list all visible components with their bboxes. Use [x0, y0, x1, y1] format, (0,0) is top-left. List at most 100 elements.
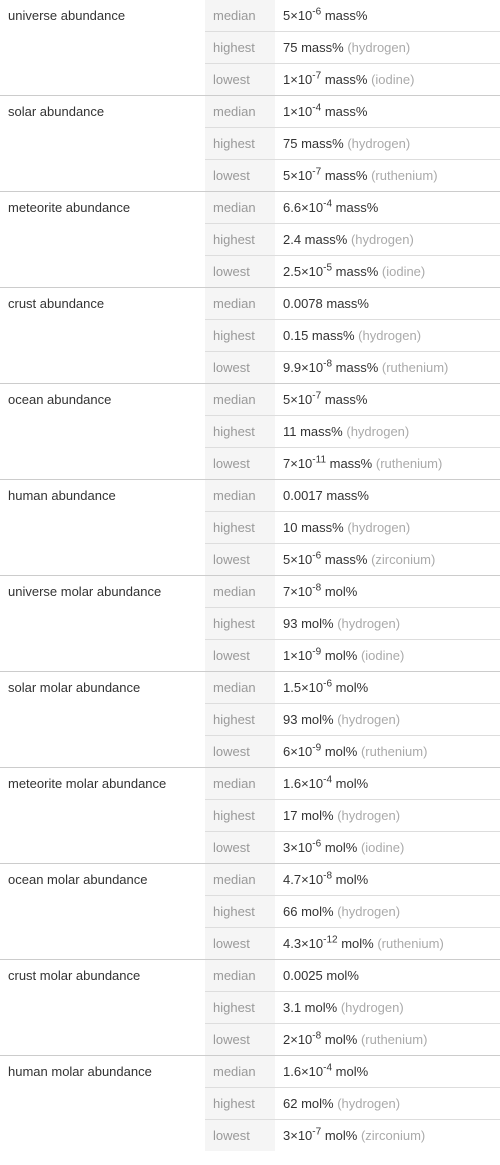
element-label: (hydrogen) [347, 40, 410, 55]
element-label: (iodine) [371, 72, 414, 87]
value-cell: 3×10-7 mol% (zirconium) [275, 1120, 500, 1152]
value-cell: 2.4 mass% (hydrogen) [275, 224, 500, 256]
table-row: human molar abundancemedian1.6×10-4 mol% [0, 1056, 500, 1088]
value-cell: 6.6×10-4 mass% [275, 192, 500, 224]
stat-label: lowest [205, 736, 275, 768]
value-cell: 5×10-7 mass% (ruthenium) [275, 160, 500, 192]
element-label: (hydrogen) [341, 1000, 404, 1015]
value-text: 66 mol% [283, 904, 334, 919]
table-row: human abundancemedian0.0017 mass% [0, 480, 500, 512]
table-row: universe abundancemedian5×10-6 mass% [0, 0, 500, 32]
stat-label: highest [205, 608, 275, 640]
value-cell: 9.9×10-8 mass% (ruthenium) [275, 352, 500, 384]
element-label: (hydrogen) [337, 1096, 400, 1111]
table-row: meteorite abundancemedian6.6×10-4 mass% [0, 192, 500, 224]
value-text: 6×10-9 mol% [283, 744, 357, 759]
value-cell: 4.7×10-8 mol% [275, 864, 500, 896]
stat-label: median [205, 576, 275, 608]
stat-label: median [205, 480, 275, 512]
group-label: universe molar abundance [0, 576, 205, 672]
group-label: crust abundance [0, 288, 205, 384]
element-label: (hydrogen) [347, 136, 410, 151]
stat-label: highest [205, 704, 275, 736]
stat-label: highest [205, 1088, 275, 1120]
value-cell: 1.5×10-6 mol% [275, 672, 500, 704]
stat-label: highest [205, 128, 275, 160]
stat-label: median [205, 672, 275, 704]
element-label: (ruthenium) [377, 936, 443, 951]
element-label: (ruthenium) [376, 456, 442, 471]
stat-label: lowest [205, 1024, 275, 1056]
value-text: 5×10-7 mass% [283, 392, 367, 407]
value-text: 0.0078 mass% [283, 296, 369, 311]
value-cell: 17 mol% (hydrogen) [275, 800, 500, 832]
value-cell: 0.0017 mass% [275, 480, 500, 512]
stat-label: lowest [205, 160, 275, 192]
value-text: 1.6×10-4 mol% [283, 776, 368, 791]
table-row: solar molar abundancemedian1.5×10-6 mol% [0, 672, 500, 704]
value-text: 5×10-6 mass% [283, 8, 367, 23]
value-cell: 0.0078 mass% [275, 288, 500, 320]
element-label: (zirconium) [371, 552, 435, 567]
table-row: universe molar abundancemedian7×10-8 mol… [0, 576, 500, 608]
value-text: 1×10-9 mol% [283, 648, 357, 663]
value-cell: 1.6×10-4 mol% [275, 1056, 500, 1088]
stat-label: median [205, 960, 275, 992]
table-row: crust molar abundancemedian0.0025 mol% [0, 960, 500, 992]
value-cell: 1.6×10-4 mol% [275, 768, 500, 800]
value-text: 9.9×10-8 mass% [283, 360, 378, 375]
value-text: 0.0017 mass% [283, 488, 369, 503]
stat-label: highest [205, 992, 275, 1024]
value-cell: 5×10-6 mass% [275, 0, 500, 32]
stat-label: median [205, 0, 275, 32]
value-cell: 0.15 mass% (hydrogen) [275, 320, 500, 352]
stat-label: lowest [205, 832, 275, 864]
element-label: (hydrogen) [337, 904, 400, 919]
element-label: (iodine) [382, 264, 425, 279]
value-text: 62 mol% [283, 1096, 334, 1111]
value-cell: 1×10-9 mol% (iodine) [275, 640, 500, 672]
stat-label: median [205, 768, 275, 800]
value-cell: 1×10-4 mass% [275, 96, 500, 128]
element-label: (zirconium) [361, 1128, 425, 1143]
element-label: (hydrogen) [337, 616, 400, 631]
group-label: meteorite molar abundance [0, 768, 205, 864]
value-text: 75 mass% [283, 136, 344, 151]
value-text: 10 mass% [283, 520, 344, 535]
table-row: solar abundancemedian1×10-4 mass% [0, 96, 500, 128]
value-text: 75 mass% [283, 40, 344, 55]
element-label: (iodine) [361, 840, 404, 855]
element-label: (ruthenium) [371, 168, 437, 183]
stat-label: lowest [205, 352, 275, 384]
element-label: (ruthenium) [361, 744, 427, 759]
stat-label: highest [205, 224, 275, 256]
element-label: (hydrogen) [358, 328, 421, 343]
group-label: solar molar abundance [0, 672, 205, 768]
value-text: 7×10-8 mol% [283, 584, 357, 599]
value-cell: 3×10-6 mol% (iodine) [275, 832, 500, 864]
value-cell: 10 mass% (hydrogen) [275, 512, 500, 544]
value-cell: 2×10-8 mol% (ruthenium) [275, 1024, 500, 1056]
value-text: 2.4 mass% [283, 232, 347, 247]
value-text: 1.5×10-6 mol% [283, 680, 368, 695]
table-body: universe abundancemedian5×10-6 mass%high… [0, 0, 500, 1151]
group-label: crust molar abundance [0, 960, 205, 1056]
stat-label: lowest [205, 544, 275, 576]
table-row: ocean abundancemedian5×10-7 mass% [0, 384, 500, 416]
value-text: 3×10-6 mol% [283, 840, 357, 855]
group-label: meteorite abundance [0, 192, 205, 288]
value-text: 1×10-7 mass% [283, 72, 367, 87]
value-cell: 66 mol% (hydrogen) [275, 896, 500, 928]
element-label: (hydrogen) [337, 712, 400, 727]
value-cell: 93 mol% (hydrogen) [275, 608, 500, 640]
group-label: human molar abundance [0, 1056, 205, 1152]
value-cell: 6×10-9 mol% (ruthenium) [275, 736, 500, 768]
value-text: 5×10-7 mass% [283, 168, 367, 183]
value-cell: 7×10-11 mass% (ruthenium) [275, 448, 500, 480]
element-label: (ruthenium) [361, 1032, 427, 1047]
value-text: 93 mol% [283, 616, 334, 631]
stat-label: median [205, 384, 275, 416]
stat-label: lowest [205, 928, 275, 960]
value-text: 3.1 mol% [283, 1000, 337, 1015]
stat-label: lowest [205, 448, 275, 480]
